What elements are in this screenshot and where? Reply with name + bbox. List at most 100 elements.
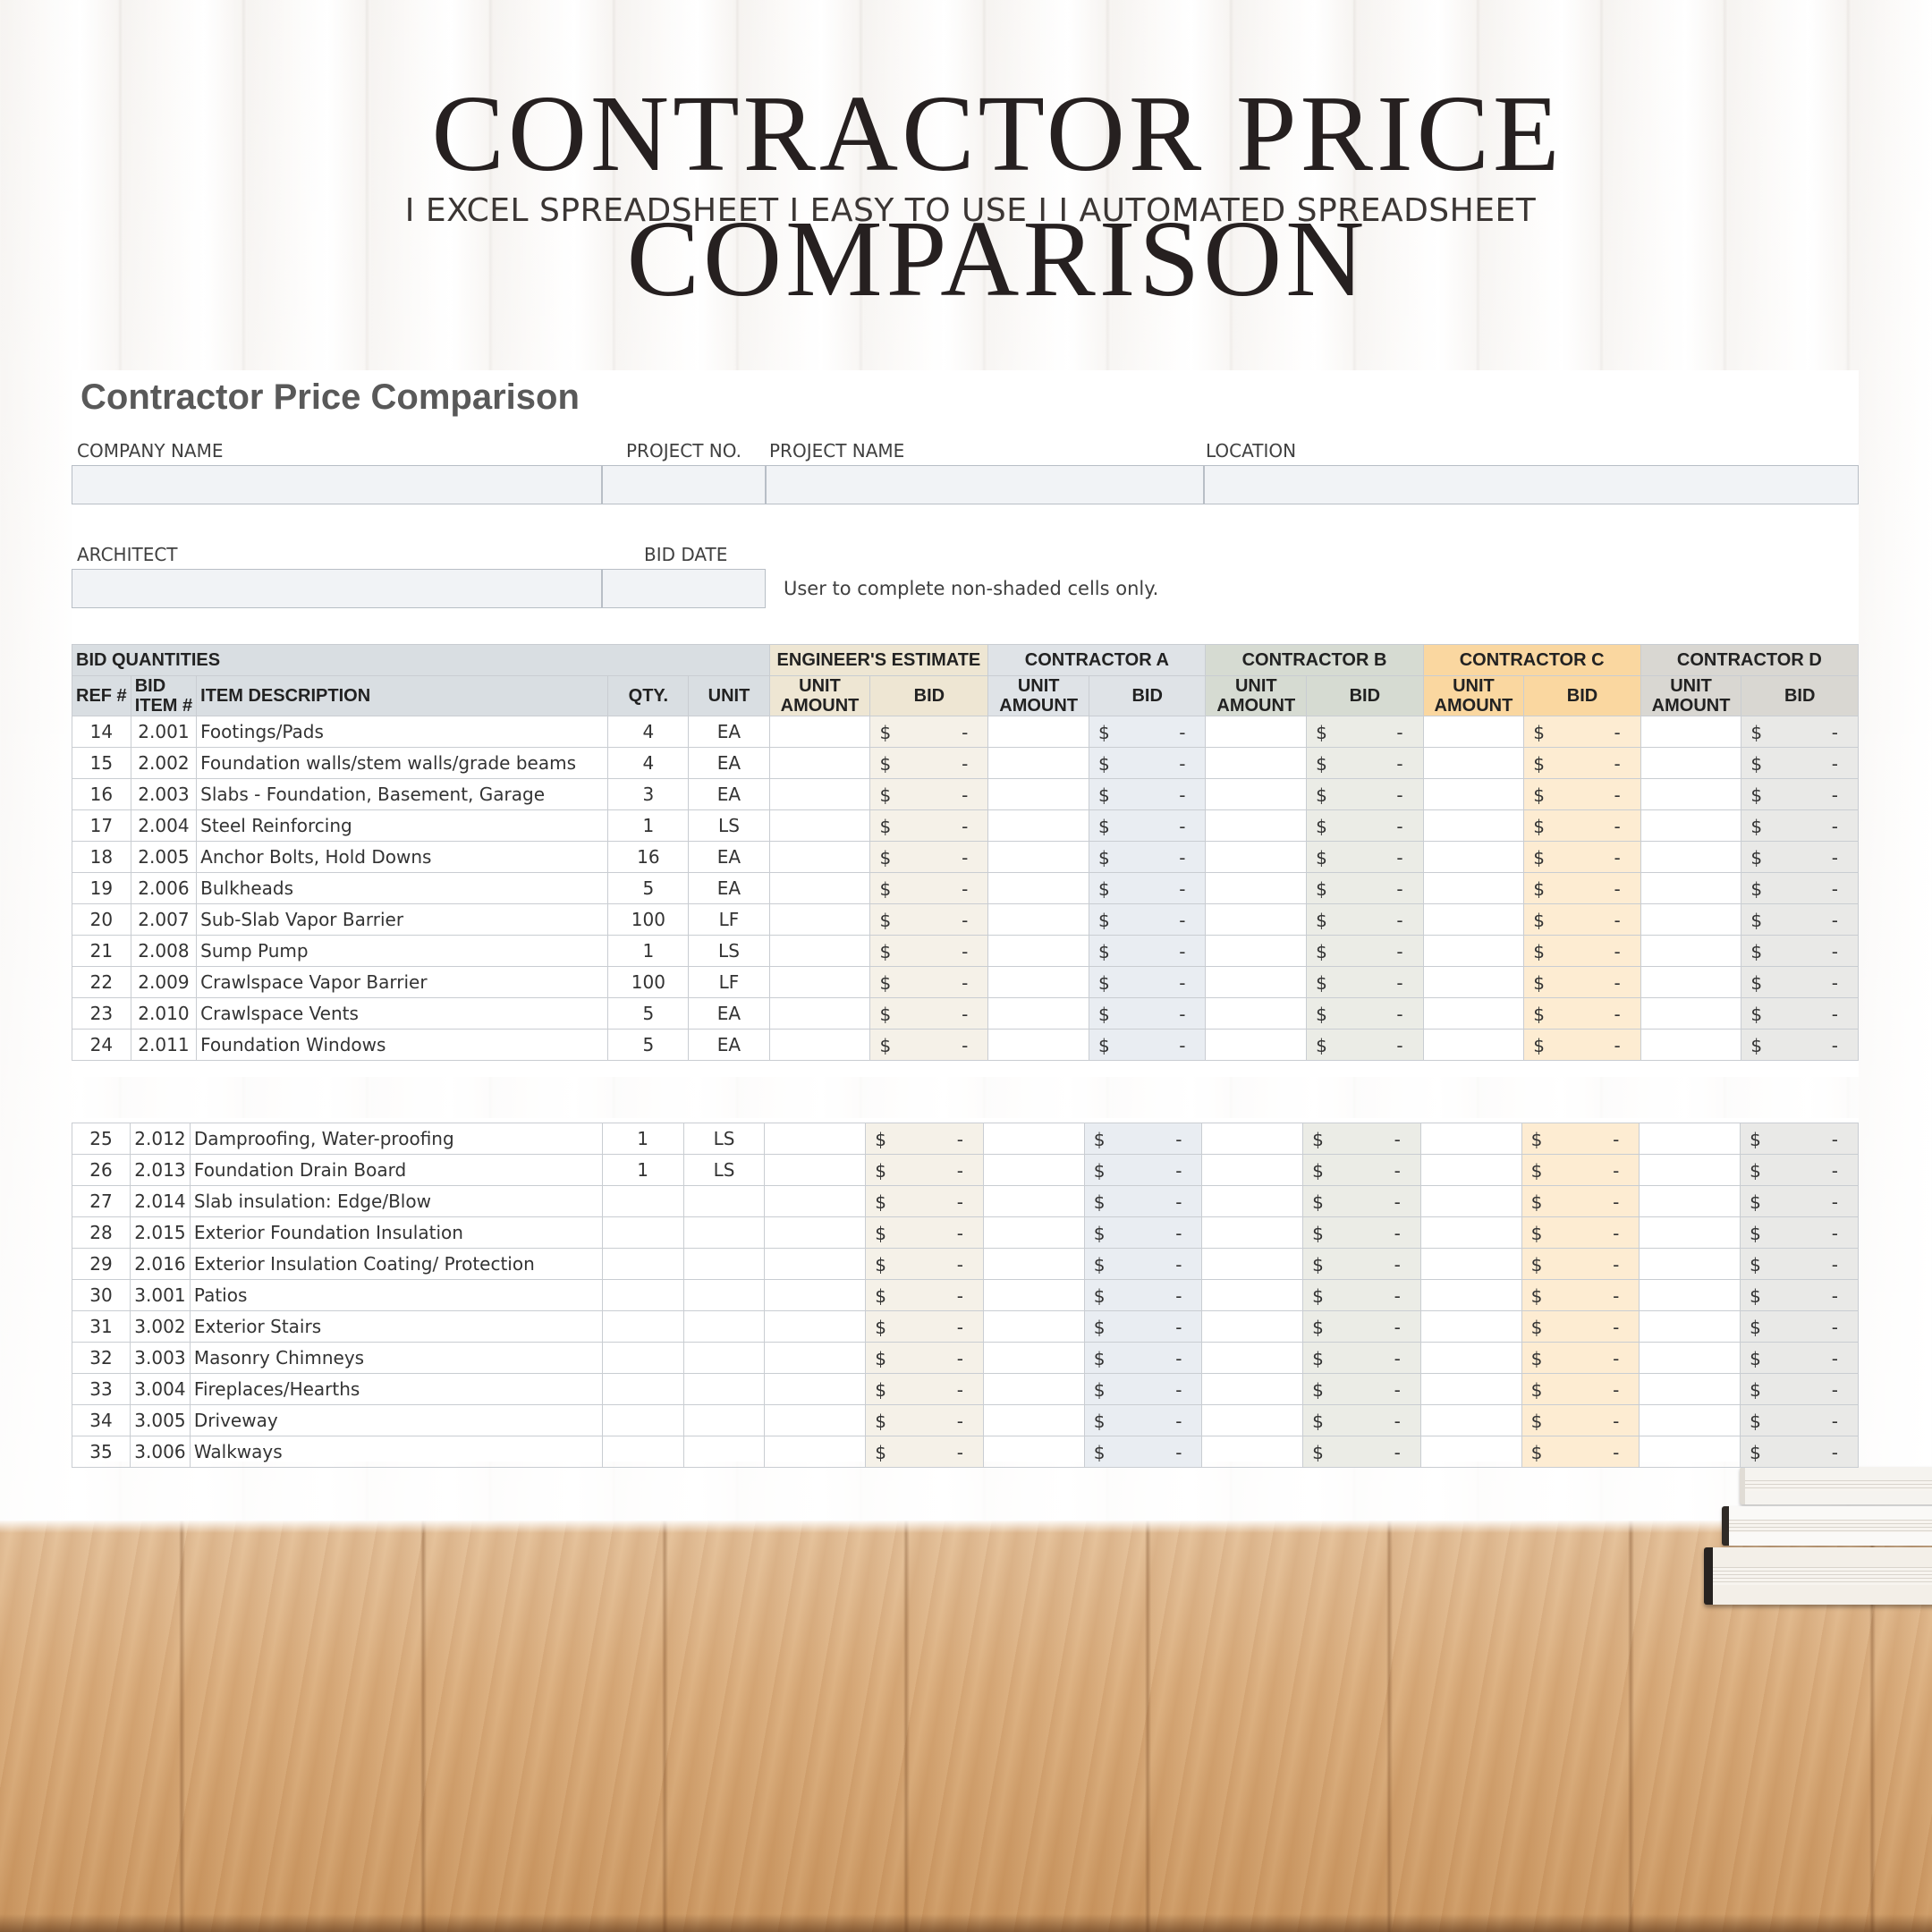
unit-amount-cell-b[interactable] (1205, 997, 1308, 1030)
unit-cell[interactable]: LS (688, 935, 770, 967)
unit-amount-cell-b[interactable] (1205, 1029, 1308, 1061)
unit-amount-cell-engineer[interactable] (768, 809, 871, 842)
unit-amount-cell-c[interactable] (1419, 1154, 1522, 1186)
qty-cell[interactable] (601, 1373, 684, 1405)
unit-amount-cell-engineer[interactable] (764, 1248, 867, 1280)
unit-amount-cell-c[interactable] (1419, 1310, 1522, 1343)
qty-cell[interactable] (601, 1185, 684, 1217)
unit-cell[interactable] (682, 1216, 766, 1249)
unit-amount-cell-engineer[interactable] (764, 1123, 867, 1155)
qty-cell[interactable]: 100 (607, 966, 690, 998)
unit-amount-cell-b[interactable] (1205, 841, 1308, 873)
unit-amount-cell-d[interactable] (1639, 1216, 1741, 1249)
unit-amount-cell-b[interactable] (1201, 1123, 1304, 1155)
unit-amount-cell-engineer[interactable] (768, 935, 871, 967)
unit-amount-cell-d[interactable] (1639, 1279, 1741, 1311)
unit-amount-cell-d[interactable] (1640, 809, 1742, 842)
unit-amount-cell-c[interactable] (1422, 809, 1525, 842)
unit-amount-cell-d[interactable] (1640, 778, 1742, 810)
qty-cell[interactable]: 3 (607, 778, 690, 810)
unit-cell[interactable] (682, 1279, 766, 1311)
unit-cell[interactable]: LS (688, 809, 770, 842)
unit-amount-cell-engineer[interactable] (768, 903, 871, 936)
unit-amount-cell-a[interactable] (987, 935, 1089, 967)
unit-amount-cell-a[interactable] (982, 1154, 1085, 1186)
unit-amount-cell-engineer[interactable] (764, 1342, 867, 1374)
qty-cell[interactable] (601, 1216, 684, 1249)
unit-amount-cell-d[interactable] (1639, 1404, 1741, 1436)
qty-cell[interactable]: 5 (607, 997, 690, 1030)
unit-amount-cell-engineer[interactable] (764, 1373, 867, 1405)
unit-amount-cell-a[interactable] (987, 1029, 1089, 1061)
unit-amount-cell-c[interactable] (1419, 1123, 1522, 1155)
unit-amount-cell-engineer[interactable] (768, 841, 871, 873)
unit-cell[interactable]: EA (688, 872, 770, 904)
unit-amount-cell-c[interactable] (1419, 1342, 1522, 1374)
unit-amount-cell-a[interactable] (987, 778, 1089, 810)
unit-cell[interactable]: EA (688, 747, 770, 779)
unit-amount-cell-b[interactable] (1201, 1216, 1304, 1249)
unit-amount-cell-a[interactable] (987, 997, 1089, 1030)
unit-amount-cell-a[interactable] (982, 1123, 1085, 1155)
unit-cell[interactable] (682, 1342, 766, 1374)
unit-cell[interactable] (682, 1185, 766, 1217)
unit-amount-cell-d[interactable] (1640, 966, 1742, 998)
unit-amount-cell-engineer[interactable] (768, 778, 871, 810)
unit-amount-cell-d[interactable] (1639, 1185, 1741, 1217)
qty-cell[interactable]: 5 (607, 1029, 690, 1061)
unit-amount-cell-a[interactable] (982, 1342, 1085, 1374)
unit-amount-cell-c[interactable] (1422, 872, 1525, 904)
qty-cell[interactable] (601, 1310, 684, 1343)
unit-amount-cell-engineer[interactable] (768, 716, 871, 748)
unit-amount-cell-engineer[interactable] (764, 1154, 867, 1186)
unit-amount-cell-a[interactable] (982, 1436, 1085, 1468)
unit-cell[interactable]: LS (682, 1123, 766, 1155)
unit-amount-cell-d[interactable] (1640, 935, 1742, 967)
unit-amount-cell-d[interactable] (1640, 872, 1742, 904)
unit-amount-cell-c[interactable] (1419, 1248, 1522, 1280)
qty-cell[interactable]: 4 (607, 716, 690, 748)
unit-amount-cell-c[interactable] (1419, 1373, 1522, 1405)
unit-cell[interactable]: EA (688, 1029, 770, 1061)
unit-amount-cell-c[interactable] (1422, 935, 1525, 967)
unit-amount-cell-a[interactable] (982, 1216, 1085, 1249)
unit-amount-cell-a[interactable] (982, 1404, 1085, 1436)
qty-cell[interactable] (601, 1248, 684, 1280)
unit-amount-cell-b[interactable] (1201, 1154, 1304, 1186)
unit-amount-cell-c[interactable] (1422, 1029, 1525, 1061)
qty-cell[interactable] (601, 1342, 684, 1374)
unit-amount-cell-d[interactable] (1640, 841, 1742, 873)
qty-cell[interactable] (601, 1279, 684, 1311)
unit-amount-cell-d[interactable] (1640, 1029, 1742, 1061)
qty-cell[interactable]: 1 (607, 935, 690, 967)
location-field[interactable] (1204, 465, 1859, 504)
unit-amount-cell-d[interactable] (1639, 1310, 1741, 1343)
unit-amount-cell-d[interactable] (1640, 997, 1742, 1030)
unit-amount-cell-b[interactable] (1201, 1248, 1304, 1280)
company-name-field[interactable] (72, 465, 602, 504)
unit-amount-cell-b[interactable] (1205, 809, 1308, 842)
unit-cell[interactable] (682, 1310, 766, 1343)
qty-cell[interactable]: 4 (607, 747, 690, 779)
qty-cell[interactable]: 5 (607, 872, 690, 904)
unit-amount-cell-a[interactable] (987, 903, 1089, 936)
unit-cell[interactable]: EA (688, 997, 770, 1030)
unit-amount-cell-engineer[interactable] (768, 997, 871, 1030)
unit-amount-cell-d[interactable] (1639, 1436, 1741, 1468)
unit-amount-cell-a[interactable] (987, 747, 1089, 779)
unit-amount-cell-d[interactable] (1640, 716, 1742, 748)
unit-amount-cell-b[interactable] (1205, 966, 1308, 998)
project-name-field[interactable] (766, 465, 1204, 504)
unit-amount-cell-d[interactable] (1639, 1123, 1741, 1155)
unit-cell[interactable]: EA (688, 841, 770, 873)
unit-amount-cell-engineer[interactable] (768, 966, 871, 998)
unit-amount-cell-d[interactable] (1639, 1248, 1741, 1280)
unit-cell[interactable]: LF (688, 966, 770, 998)
unit-amount-cell-engineer[interactable] (764, 1216, 867, 1249)
unit-amount-cell-c[interactable] (1422, 778, 1525, 810)
unit-amount-cell-a[interactable] (987, 966, 1089, 998)
unit-cell[interactable]: EA (688, 778, 770, 810)
unit-amount-cell-a[interactable] (987, 841, 1089, 873)
qty-cell[interactable]: 16 (607, 841, 690, 873)
unit-amount-cell-a[interactable] (982, 1279, 1085, 1311)
